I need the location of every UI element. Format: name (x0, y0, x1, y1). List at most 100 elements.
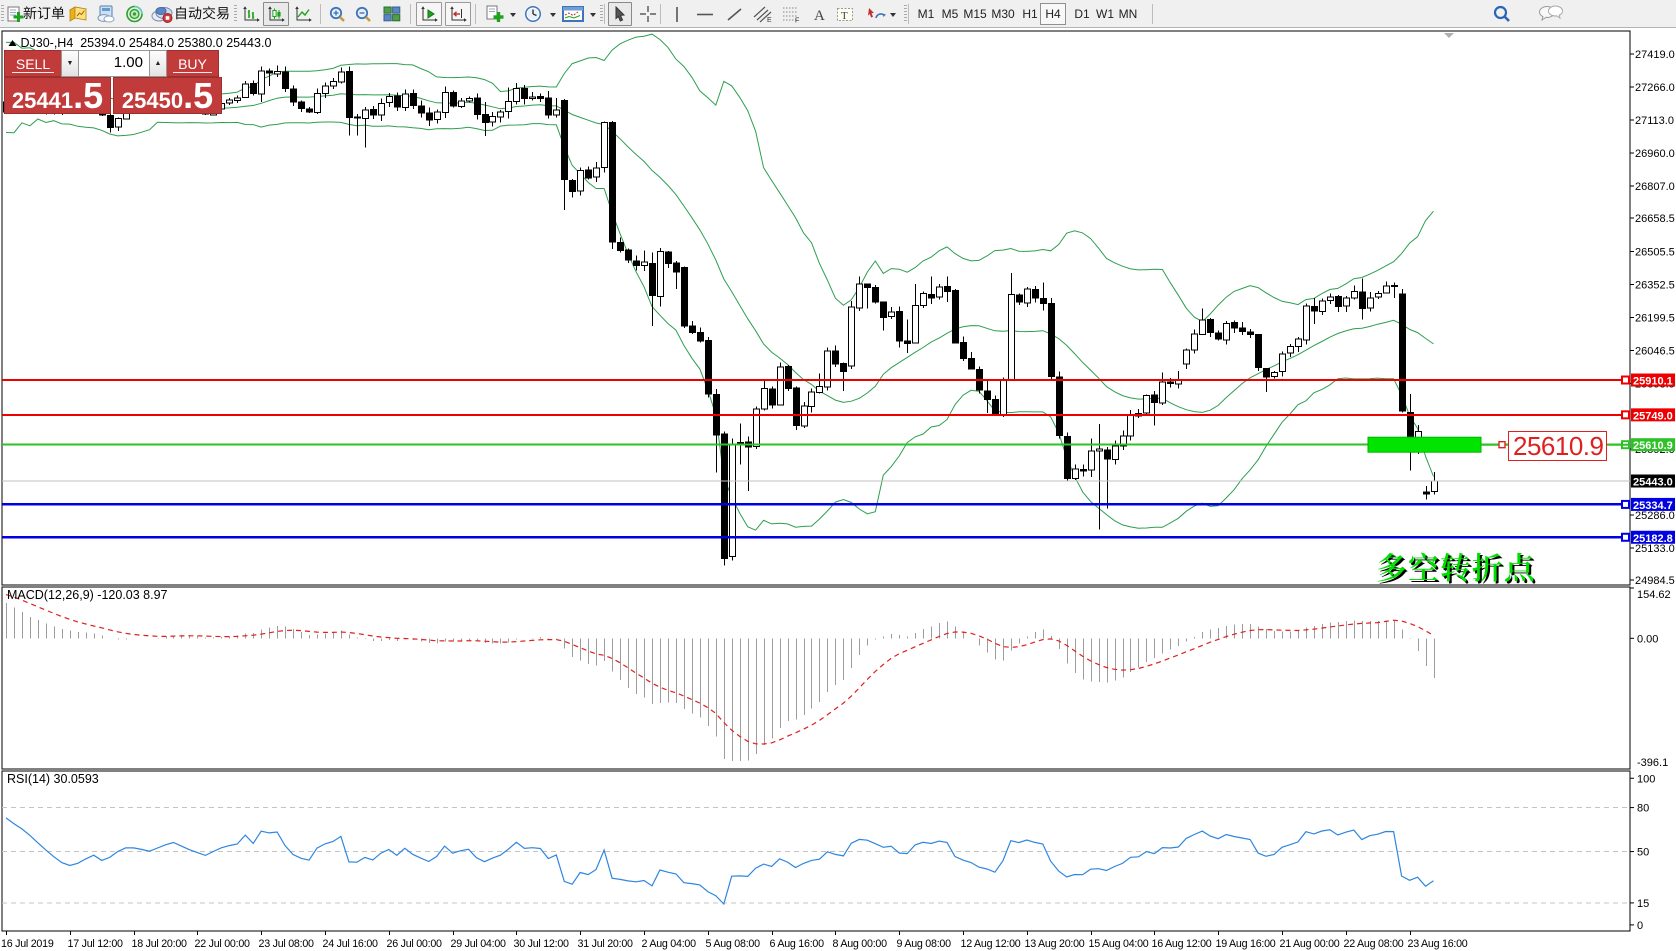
candle-body[interactable] (1199, 319, 1206, 336)
candle-body[interactable] (960, 341, 967, 359)
hline-marker[interactable] (1621, 532, 1630, 542)
candle-body[interactable] (1375, 293, 1382, 298)
auto-scroll-button[interactable] (416, 2, 442, 26)
candle-body[interactable] (689, 325, 696, 333)
candle-body[interactable] (737, 442, 744, 445)
candle-body[interactable] (729, 443, 736, 558)
candle-body[interactable] (649, 262, 656, 297)
timeframe-m1-button[interactable]: M1 (917, 7, 935, 21)
candle-body[interactable] (1112, 445, 1119, 460)
candle-body[interactable] (1048, 302, 1055, 378)
arrows-button[interactable] (862, 2, 898, 26)
candle-body[interactable] (1431, 480, 1438, 493)
candle-body[interactable] (1072, 468, 1079, 480)
candle-body[interactable] (824, 350, 831, 388)
candle-body[interactable] (386, 95, 393, 104)
horizontal-line-button[interactable] (695, 2, 715, 26)
candle-body[interactable] (1279, 353, 1286, 373)
candle-body[interactable] (617, 241, 624, 251)
candle-body[interactable] (314, 93, 321, 113)
candle-body[interactable] (872, 287, 879, 303)
candle-body[interactable] (864, 283, 871, 289)
chart-shift-button[interactable] (445, 2, 471, 26)
timeframe-h4-button[interactable]: H4 (1040, 3, 1066, 25)
candle-body[interactable] (920, 293, 927, 306)
line-chart-button[interactable] (292, 2, 314, 26)
candle-body[interactable] (609, 122, 616, 243)
candle-body[interactable] (1024, 288, 1031, 304)
candle-body[interactable] (1303, 305, 1310, 341)
candle-body[interactable] (482, 113, 489, 124)
volume-input[interactable]: 1.00 (79, 50, 149, 77)
candle-body[interactable] (226, 99, 233, 104)
candle-body[interactable] (1088, 450, 1095, 471)
candle-body[interactable] (1215, 332, 1222, 340)
candle-body[interactable] (418, 105, 425, 114)
candle-body[interactable] (657, 250, 664, 297)
tile-windows-button[interactable] (381, 2, 403, 26)
candle-body[interactable] (322, 85, 329, 94)
candle-body[interactable] (1255, 334, 1262, 369)
candle-body[interactable] (1040, 298, 1047, 304)
candle-body[interactable] (1032, 289, 1039, 299)
candle-body[interactable] (944, 286, 951, 292)
zoom-out-button[interactable] (352, 2, 374, 26)
candle-body[interactable] (912, 305, 919, 344)
candle-body[interactable] (808, 391, 815, 408)
candle-body[interactable] (1239, 327, 1246, 332)
timeframe-w1-button[interactable]: W1 (1096, 7, 1114, 21)
trend-line-button[interactable] (724, 2, 744, 26)
candle-body[interactable] (1016, 294, 1023, 303)
candle-body[interactable] (968, 358, 975, 370)
candle-body[interactable] (753, 408, 760, 447)
candle-body[interactable] (1223, 322, 1230, 341)
candle-body[interactable] (266, 70, 273, 74)
candle-body[interactable] (1008, 293, 1015, 381)
chat-button[interactable] (1536, 2, 1566, 26)
candle-body[interactable] (346, 70, 353, 118)
text-button[interactable]: A (810, 2, 828, 26)
candle-body[interactable] (1287, 346, 1294, 354)
zoom-in-button[interactable] (326, 2, 348, 26)
candle-body[interactable] (1231, 322, 1238, 329)
candle-body[interactable] (1271, 371, 1278, 378)
candle-body[interactable] (466, 98, 473, 102)
new-order-label[interactable] (23, 2, 65, 26)
candle-body[interactable] (641, 261, 648, 267)
candle-body[interactable] (840, 363, 847, 372)
candle-body[interactable] (115, 117, 122, 128)
templates-button[interactable] (560, 2, 598, 26)
candle-body[interactable] (697, 332, 704, 342)
candle-body[interactable] (362, 109, 369, 119)
sell-button[interactable]: SELL (4, 50, 61, 77)
candle-body[interactable] (577, 169, 584, 192)
candle-body[interactable] (992, 398, 999, 416)
new-order-button[interactable] (5, 2, 25, 26)
candle-body[interactable] (1143, 395, 1150, 414)
candle-body[interactable] (769, 388, 776, 406)
candle-body[interactable] (856, 283, 863, 309)
candle-body[interactable] (1127, 414, 1134, 437)
candle-body[interactable] (785, 365, 792, 390)
volume-increase-button[interactable]: ▲ (149, 50, 167, 77)
candle-body[interactable] (378, 102, 385, 116)
hline-marker[interactable] (1621, 375, 1630, 385)
candle-body[interactable] (1263, 368, 1270, 378)
candle-body[interactable] (816, 386, 823, 393)
buy-button[interactable]: BUY (167, 50, 219, 77)
candle-body[interactable] (793, 387, 800, 426)
candle-body[interactable] (1000, 379, 1007, 416)
candle-body[interactable] (1295, 338, 1302, 347)
candle-body[interactable] (721, 433, 728, 559)
candle-body[interactable] (1056, 376, 1063, 437)
candle-body[interactable] (458, 100, 465, 108)
candle-body[interactable] (1367, 297, 1374, 309)
candle-body[interactable] (777, 366, 784, 406)
candle-body[interactable] (354, 116, 361, 119)
candle-body[interactable] (561, 99, 568, 181)
hline-marker[interactable] (1621, 499, 1630, 509)
candle-body[interactable] (537, 96, 544, 100)
candle-body[interactable] (888, 311, 895, 318)
candle-body[interactable] (234, 97, 241, 102)
candle-body[interactable] (601, 122, 608, 169)
